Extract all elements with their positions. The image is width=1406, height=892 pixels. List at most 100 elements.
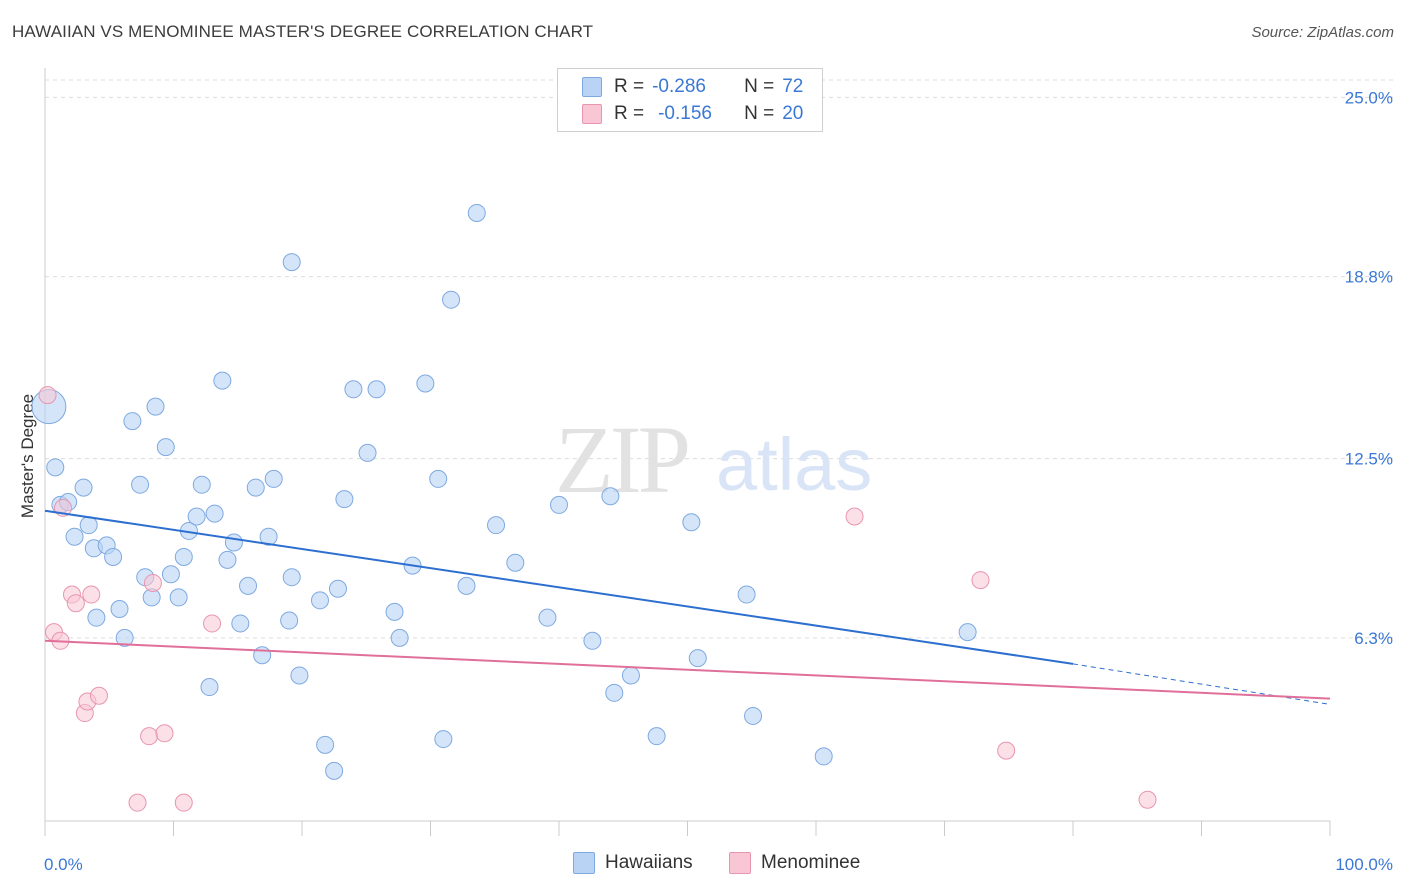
hawaiians-point <box>325 761 344 780</box>
hawaiians-point <box>538 608 557 627</box>
legend-row-hawaiians: R = -0.286 N = 72 <box>582 75 803 99</box>
hawaiians-point <box>390 628 409 647</box>
y-tick-label: 12.5% <box>1345 450 1393 469</box>
hawaiians-point <box>246 478 265 497</box>
hawaiians-swatch <box>582 77 602 97</box>
hawaiians-trend-extension <box>1072 663 1331 705</box>
menominee-point <box>38 386 57 405</box>
hawaiians-point <box>358 443 377 462</box>
hawaiians-point <box>506 553 525 572</box>
hawaiians-point <box>156 438 175 457</box>
legend-item-menominee: Menominee <box>729 852 860 874</box>
hawaiians-point <box>344 380 363 399</box>
hawaiians-point <box>259 527 278 546</box>
n-label: N = <box>744 103 775 124</box>
hawaiians-point <box>123 412 142 431</box>
hawaiians-point <box>74 478 93 497</box>
hawaiians-point <box>187 507 206 526</box>
hawaiians-point <box>282 253 301 272</box>
menominee-point <box>89 686 108 705</box>
menominee-point <box>174 793 193 812</box>
hawaiians-point <box>79 516 98 535</box>
hawaiians-point <box>583 631 602 650</box>
hawaiians-point <box>814 747 833 766</box>
hawaiians-point <box>282 568 301 587</box>
hawaiians-point <box>737 585 756 604</box>
y-tick-label: 18.8% <box>1345 268 1393 287</box>
menominee-points <box>38 386 1157 812</box>
hawaiians-point <box>682 513 701 532</box>
hawaiians-point <box>46 458 65 477</box>
hawaiians-point <box>310 591 329 610</box>
hawaiians-n-value: 72 <box>782 76 804 97</box>
watermark-zip: ZIP <box>555 406 688 513</box>
hawaiians-point <box>601 487 620 506</box>
hawaiians-point <box>958 623 977 642</box>
legend-item-hawaiians: Hawaiians <box>573 852 693 874</box>
trend-lines <box>44 509 1331 705</box>
hawaiians-point <box>169 588 188 607</box>
hawaiians-point <box>146 397 165 416</box>
menominee-point <box>143 573 162 592</box>
hawaiians-trend-line <box>44 509 1074 665</box>
hawaiians-point <box>87 608 106 627</box>
y-axis-title-group: Master's Degree <box>18 394 37 518</box>
y-tick-label: 6.3% <box>1354 629 1393 648</box>
hawaiians-point <box>328 579 347 598</box>
hawaiians-point <box>218 550 237 569</box>
n-label: N = <box>744 76 775 97</box>
hawaiians-r-value: -0.286 <box>652 76 706 97</box>
hawaiians-point <box>442 290 461 309</box>
hawaiians-point <box>290 666 309 685</box>
hawaiians-point <box>316 735 335 754</box>
menominee-point <box>82 585 101 604</box>
menominee-swatch <box>582 104 602 124</box>
series-legend: Hawaiians Menominee <box>0 852 1406 878</box>
menominee-legend-swatch <box>729 852 751 874</box>
watermark: ZIP atlas <box>555 406 872 513</box>
x-tick-labels: 0.0% 100.0% <box>44 855 1393 874</box>
hawaiians-point <box>192 475 211 494</box>
hawaiians-point <box>205 504 224 523</box>
hawaiians-point <box>174 547 193 566</box>
r-label: R = <box>614 76 645 97</box>
hawaiians-legend-label: Hawaiians <box>605 852 693 873</box>
x-tick-label: 100.0% <box>1335 855 1393 874</box>
hawaiians-point <box>647 727 666 746</box>
y-tick-label: 25.0% <box>1345 88 1393 107</box>
hawaiians-point <box>200 678 219 697</box>
menominee-point <box>140 727 159 746</box>
hawaiians-point <box>457 576 476 595</box>
hawaiians-point <box>416 374 435 393</box>
hawaiians-point <box>161 565 180 584</box>
hawaiians-point <box>434 730 453 749</box>
menominee-trend-line <box>44 639 1331 700</box>
hawaiians-point <box>239 576 258 595</box>
hawaiians-point <box>688 649 707 668</box>
menominee-n-value: 20 <box>782 103 804 124</box>
menominee-point <box>155 724 174 743</box>
hawaiians-point <box>487 516 506 535</box>
hawaiians-point <box>224 533 243 552</box>
hawaiians-point <box>744 706 763 725</box>
hawaiians-point <box>213 371 232 390</box>
menominee-point <box>1138 790 1157 809</box>
menominee-point <box>845 507 864 526</box>
hawaiians-point <box>605 683 624 702</box>
menominee-point <box>971 571 990 590</box>
hawaiians-point <box>467 203 486 222</box>
hawaiians-point <box>110 599 129 618</box>
hawaiians-point <box>264 469 283 488</box>
r-label: R = <box>614 103 645 124</box>
menominee-point <box>128 793 147 812</box>
y-axis-title: Master's Degree <box>18 394 37 518</box>
hawaiians-point <box>115 628 134 647</box>
menominee-point <box>997 741 1016 760</box>
correlation-legend: R = -0.286 N = 72 R = -0.156 N = 20 <box>557 68 823 132</box>
hawaiians-point <box>550 495 568 514</box>
hawaiians-point <box>621 666 640 685</box>
menominee-legend-label: Menominee <box>761 852 861 873</box>
watermark-atlas: atlas <box>716 423 872 506</box>
chart-title: HAWAIIAN VS MENOMINEE MASTER'S DEGREE CO… <box>12 22 594 41</box>
hawaiians-point <box>335 490 354 509</box>
